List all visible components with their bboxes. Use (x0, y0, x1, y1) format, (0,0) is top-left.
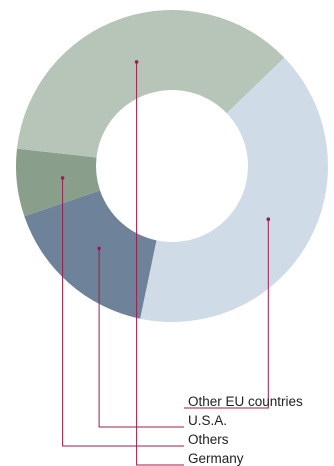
legend-label-other-eu-countries: Other EU countries (188, 394, 303, 409)
slice-others (15, 148, 101, 217)
legend-labels: Other EU countries U.S.A. Others Germany (188, 394, 303, 466)
legend-label-germany: Germany (188, 451, 244, 466)
slice-other-eu-countries (140, 57, 328, 322)
donut-slices (15, 9, 328, 322)
slice-u-s-a (24, 190, 157, 319)
leader-line-u-s-a (98, 248, 184, 428)
slice-germany (16, 9, 285, 158)
leader-line-other-eu-countries (184, 219, 269, 409)
leader-lines (60, 60, 271, 466)
leader-line-others (62, 177, 184, 447)
legend-label-u-s-a: U.S.A. (188, 413, 227, 428)
leader-line-germany (136, 61, 184, 466)
legend-label-others: Others (188, 432, 229, 447)
